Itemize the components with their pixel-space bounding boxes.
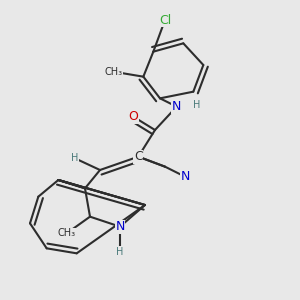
Text: Cl: Cl [159,14,171,26]
Text: CH₃: CH₃ [104,67,122,77]
Text: N: N [115,220,125,233]
Text: N: N [180,170,190,183]
Text: C: C [134,150,143,163]
Text: H: H [116,247,124,257]
Text: N: N [172,100,182,113]
Text: H: H [71,153,79,163]
Text: H: H [193,100,200,110]
Text: CH₃: CH₃ [58,228,76,238]
Text: O: O [128,110,138,123]
